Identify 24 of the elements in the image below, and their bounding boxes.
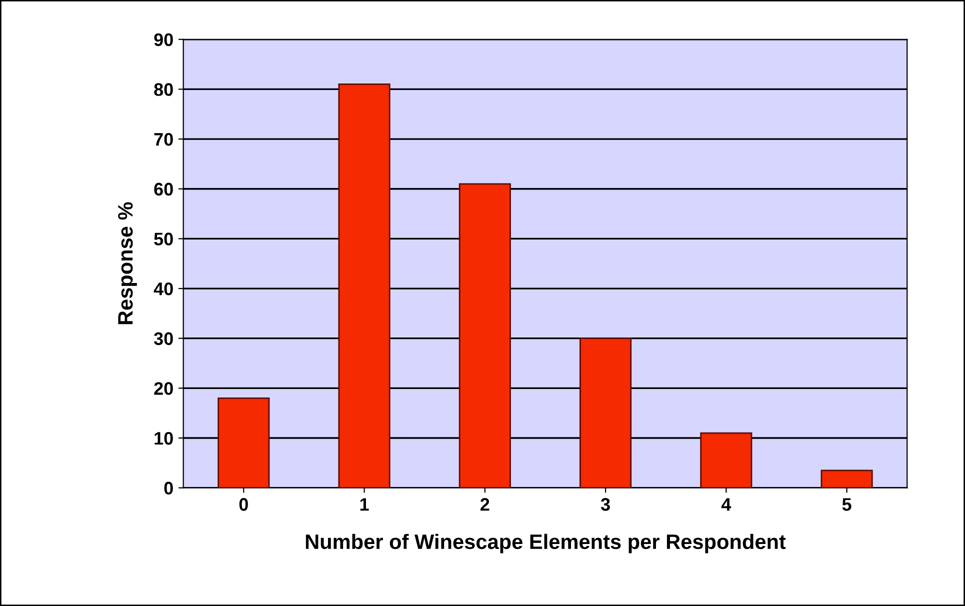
y-tick-label: 50 bbox=[154, 232, 173, 246]
y-tick-label: 40 bbox=[154, 282, 173, 296]
bar bbox=[700, 432, 752, 488]
bar bbox=[458, 183, 511, 488]
y-axis-title: Response % bbox=[118, 202, 137, 324]
bar bbox=[218, 397, 270, 488]
x-tick-label: 0 bbox=[239, 498, 248, 511]
x-tick-label: 2 bbox=[480, 498, 490, 511]
y-tick-label: 60 bbox=[154, 182, 173, 196]
y-tick-label: 30 bbox=[154, 332, 173, 346]
bar bbox=[580, 338, 632, 488]
y-tick-label: 0 bbox=[164, 482, 173, 495]
y-tick-label: 10 bbox=[154, 432, 173, 445]
bar bbox=[820, 470, 873, 488]
x-tick-label: 5 bbox=[842, 498, 852, 511]
x-tick-label: 3 bbox=[600, 498, 610, 511]
y-tick-label: 70 bbox=[154, 132, 173, 146]
x-tick-label: 4 bbox=[721, 498, 732, 511]
y-tick-label: 20 bbox=[154, 382, 173, 395]
x-tick-label: 1 bbox=[360, 498, 369, 511]
y-tick-label: 90 bbox=[154, 33, 173, 46]
y-tick-label: 80 bbox=[154, 83, 173, 96]
x-axis-title: Number of Winescape Elements per Respondent bbox=[306, 534, 786, 554]
bar bbox=[338, 84, 390, 488]
